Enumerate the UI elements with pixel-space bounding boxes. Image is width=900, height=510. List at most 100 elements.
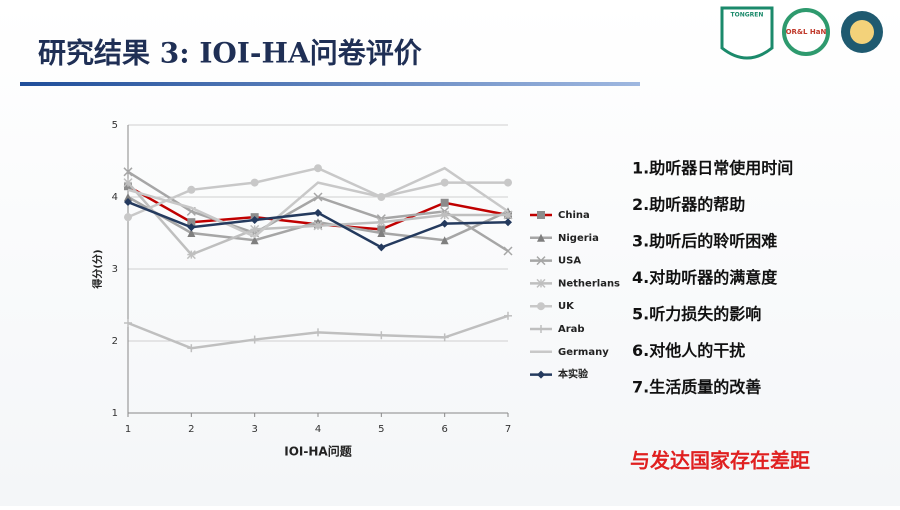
y-tick-label: 5 (112, 120, 118, 131)
marker (187, 185, 196, 194)
marker (313, 192, 323, 202)
marker (250, 335, 259, 344)
marker-stroke (313, 192, 323, 202)
marker (440, 198, 449, 207)
legend-label: Nigeria (558, 233, 599, 244)
x-axis-label: IOI-HA问题 (284, 444, 352, 459)
marker (376, 217, 386, 227)
marker (123, 178, 133, 188)
marker (186, 250, 196, 260)
marker (440, 178, 449, 187)
marker-diamond (377, 243, 386, 252)
legend-label: USA (558, 256, 581, 267)
list-item: 2.助听器的帮助 (632, 195, 745, 214)
legend-label: Netherlans (558, 278, 620, 289)
x-tick-label: 1 (125, 424, 131, 435)
list-item: 6.对他人的干扰 (632, 341, 745, 360)
marker (504, 218, 512, 227)
x-tick-label: 5 (378, 424, 384, 435)
marker (314, 328, 322, 337)
conclusion: 与发达国家存在差距 (630, 449, 810, 473)
marker (440, 219, 449, 228)
y-axis-label: 得分(分) (91, 249, 104, 289)
marker-triangle (377, 229, 386, 237)
series-line (127, 166, 509, 239)
logo-shield (720, 6, 774, 60)
marker (250, 216, 259, 225)
marker-diamond (537, 370, 545, 379)
marker-stroke (123, 167, 133, 177)
x-tick-label: 6 (441, 424, 447, 435)
marker-circle (124, 213, 132, 222)
marker-triangle (250, 236, 259, 245)
logo2-text: OR&L HaN (786, 28, 827, 36)
marker-diamond (504, 218, 512, 227)
y-tick-label: 1 (112, 408, 118, 419)
marker (503, 246, 513, 256)
marker (314, 164, 322, 173)
marker-circle (187, 185, 196, 194)
marker-circle (504, 178, 512, 187)
marker (537, 302, 545, 311)
marker (536, 278, 546, 288)
marker (377, 331, 386, 340)
list-item: 1.助听器日常使用时间 (632, 159, 793, 178)
legend-label: Germany (558, 347, 609, 358)
marker (187, 223, 196, 232)
marker (377, 229, 386, 237)
marker (537, 211, 545, 219)
marker (503, 210, 513, 220)
marker-circle (440, 178, 449, 187)
marker (536, 256, 546, 266)
marker (377, 243, 386, 252)
marker (250, 224, 260, 234)
logos: TONGREN OR&L HaN (720, 6, 883, 60)
y-tick-label: 2 (112, 336, 118, 347)
legend-label: Arab (558, 324, 585, 335)
marker-diamond (314, 208, 322, 217)
marker (440, 210, 450, 220)
marker-stroke (503, 246, 513, 256)
marker (187, 229, 196, 237)
list-item: 5.听力损失的影响 (632, 305, 761, 324)
x-tick-label: 7 (505, 424, 511, 435)
marker-triangle (440, 236, 449, 245)
marker-triangle (537, 233, 545, 242)
marker (314, 208, 322, 217)
marker (250, 178, 259, 187)
marker (537, 233, 545, 242)
list-item: 7.生活质量的改善 (632, 378, 761, 397)
x-tick-label: 4 (315, 424, 321, 435)
marker (504, 311, 512, 320)
x-tick-label: 3 (251, 424, 257, 435)
legend-label: China (558, 210, 590, 221)
marker (537, 370, 545, 379)
y-tick-label: 3 (112, 264, 118, 275)
marker (124, 198, 132, 207)
legend-label: 本实验 (558, 368, 589, 381)
x-tick-label: 2 (188, 424, 194, 435)
slide-title: 研究结果 3: IOI-HA问卷评价 (38, 37, 423, 70)
marker-circle (537, 302, 545, 311)
item-list: 1.助听器日常使用时间 2.助听器的帮助 3.助听后的聆听困难 4.对助听器的满意度 5… (632, 159, 793, 397)
marker-circle (314, 164, 322, 173)
marker-square (440, 198, 449, 207)
marker (504, 178, 512, 187)
marker (250, 236, 259, 245)
title-underline (20, 82, 640, 86)
marker (124, 193, 132, 201)
marker (187, 218, 196, 227)
marker (440, 236, 449, 245)
marker-square (537, 211, 545, 219)
marker-circle (250, 178, 259, 187)
marker-triangle (187, 229, 196, 237)
marker-diamond (250, 216, 259, 225)
marker (123, 167, 133, 177)
marker-square (187, 218, 196, 227)
marker (313, 221, 323, 231)
marker (187, 344, 196, 353)
marker (124, 319, 132, 327)
logo-text: TONGREN (731, 12, 764, 19)
